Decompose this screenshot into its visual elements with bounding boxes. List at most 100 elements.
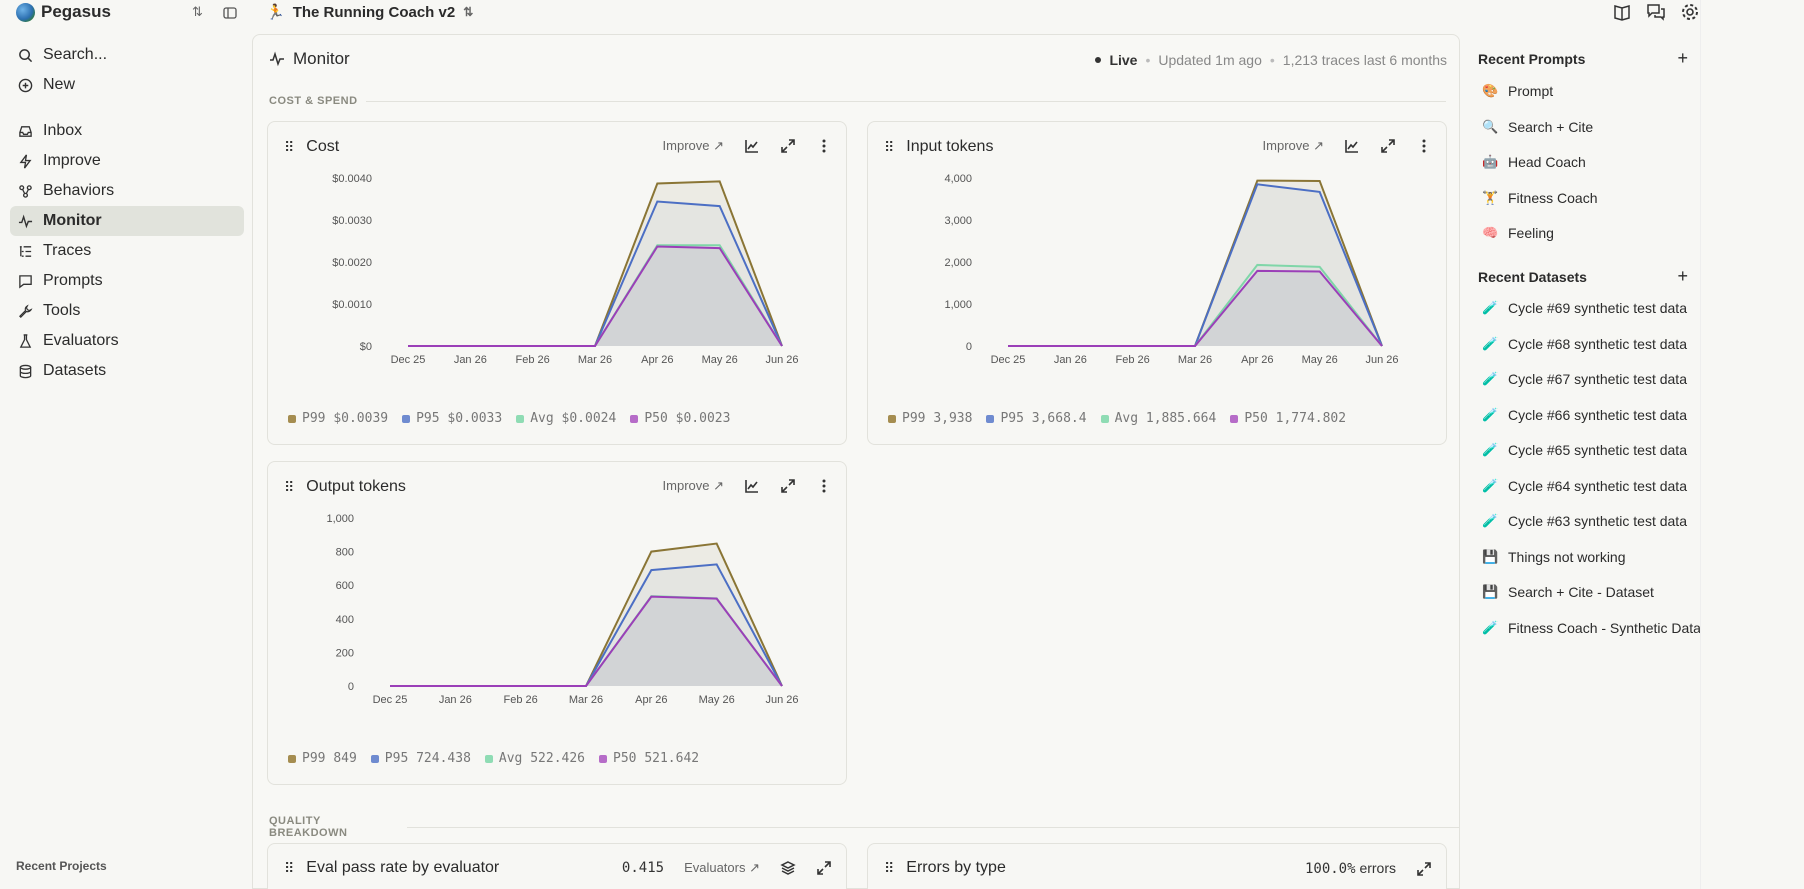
- y-tick-label: 0: [348, 681, 354, 693]
- legend-item[interactable]: Avg 1,885.664: [1100, 411, 1216, 426]
- live-dot-icon: [1095, 57, 1102, 63]
- sidebar-item-improve[interactable]: Improve: [10, 146, 244, 176]
- item-label: Head Coach: [1508, 154, 1586, 170]
- book-icon[interactable]: [1612, 2, 1632, 22]
- chevron-up-down-icon[interactable]: ⇅: [463, 5, 474, 19]
- recent-dataset-item[interactable]: 🧪 Cycle #65 synthetic test data: [1482, 442, 1687, 458]
- y-tick-label: 800: [336, 547, 354, 559]
- sidebar-item-new[interactable]: New: [10, 70, 244, 100]
- series-line-p50[interactable]: [408, 245, 783, 347]
- item-emoji-icon: 🧪: [1482, 619, 1499, 635]
- item-emoji-icon: 💾: [1482, 548, 1499, 564]
- legend-item[interactable]: P95 $0.0033: [402, 411, 502, 426]
- sidebar-item-evaluators[interactable]: Evaluators: [10, 326, 244, 356]
- drag-handle-icon[interactable]: ⠿: [884, 138, 894, 155]
- recent-dataset-item[interactable]: 🧪 Cycle #64 synthetic test data: [1482, 478, 1687, 494]
- improve-link[interactable]: Improve ↗: [662, 138, 724, 153]
- drag-handle-icon[interactable]: ⠿: [284, 859, 294, 876]
- chart-type-icon[interactable]: [744, 478, 760, 494]
- legend-item[interactable]: P99 849: [288, 751, 357, 766]
- live-badge: Live: [1109, 52, 1138, 68]
- x-tick-label: May 26: [699, 694, 735, 706]
- messages-icon[interactable]: [1646, 2, 1666, 22]
- series-line-p50[interactable]: [1008, 269, 1383, 347]
- recent-dataset-item[interactable]: 💾 Things not working: [1482, 549, 1626, 565]
- improve-link[interactable]: Improve ↗: [662, 478, 724, 493]
- y-tick-label: 1,000: [944, 299, 972, 311]
- legend-item[interactable]: P50 1,774.802: [1230, 411, 1346, 426]
- recent-dataset-item[interactable]: 🧪 Cycle #66 synthetic test data: [1482, 407, 1687, 423]
- legend-item[interactable]: P95 724.438: [370, 751, 471, 766]
- recent-dataset-item[interactable]: 💾 Search + Cite - Dataset: [1482, 584, 1654, 600]
- recent-dataset-item[interactable]: 🧪 Cycle #68 synthetic test data: [1482, 336, 1687, 352]
- sidebar-item-label: Inbox: [43, 122, 83, 139]
- sidebar-item-tools[interactable]: Tools: [10, 296, 244, 326]
- item-label: Cycle #69 synthetic test data: [1508, 300, 1687, 316]
- add-dataset-plus-icon[interactable]: +: [1677, 266, 1688, 286]
- recent-prompts-title: Recent Prompts: [1478, 51, 1586, 67]
- workspace-switcher[interactable]: Pegasus: [16, 2, 111, 22]
- sidebar-item-label: Behaviors: [43, 182, 115, 199]
- legend-item[interactable]: P99 3,938: [888, 411, 972, 426]
- sidebar-item-monitor[interactable]: Monitor: [10, 206, 244, 236]
- y-tick-label: $0.0040: [332, 173, 372, 185]
- sidebar-item-behaviors[interactable]: Behaviors: [10, 176, 244, 206]
- expand-icon[interactable]: [1380, 138, 1396, 154]
- chart-legend: P99 3,938 P95 3,668.4 Avg 1,885.664 P50 …: [888, 411, 1346, 426]
- card-title: Eval pass rate by evaluator: [306, 859, 500, 876]
- recent-prompt-item[interactable]: 🎨 Prompt: [1482, 83, 1553, 99]
- sidebar-item-search[interactable]: Search...: [10, 40, 244, 70]
- recent-prompt-item[interactable]: 🤖 Head Coach: [1482, 154, 1586, 170]
- item-emoji-icon: 🧪: [1482, 300, 1499, 315]
- chart-type-icon[interactable]: [744, 138, 760, 154]
- expand-icon[interactable]: [1416, 861, 1432, 877]
- workspace-logo-icon: [16, 2, 35, 22]
- add-prompt-plus-icon[interactable]: +: [1677, 48, 1688, 68]
- legend-item[interactable]: Avg $0.0024: [516, 411, 616, 426]
- expand-icon[interactable]: [780, 478, 796, 494]
- recent-prompt-item[interactable]: 🏋 Fitness Coach: [1482, 190, 1597, 206]
- sidebar-item-prompts[interactable]: Prompts: [10, 266, 244, 296]
- more-vertical-icon[interactable]: [1416, 138, 1432, 154]
- legend-item[interactable]: P50 521.642: [599, 751, 699, 766]
- nodes-icon: [19, 184, 32, 198]
- recent-dataset-item[interactable]: 🧪 Cycle #67 synthetic test data: [1482, 371, 1687, 387]
- chevron-up-down-icon[interactable]: ⇅: [192, 4, 203, 19]
- workspace-name: Pegasus: [41, 2, 111, 21]
- legend-item[interactable]: P99 $0.0039: [288, 411, 388, 426]
- expand-icon[interactable]: [780, 138, 796, 154]
- sidebar-item-datasets[interactable]: Datasets: [10, 356, 244, 386]
- x-tick-label: Jun 26: [765, 694, 798, 706]
- errors-by-type-card: ⠿ Errors by type 100.0% errors: [867, 843, 1447, 889]
- recent-dataset-item[interactable]: 🧪 Cycle #63 synthetic test data: [1482, 513, 1687, 529]
- status-bar: Live • Updated 1m ago • 1,213 traces las…: [1095, 52, 1447, 68]
- sidebar-item-inbox[interactable]: Inbox: [10, 116, 244, 146]
- drag-handle-icon[interactable]: ⠿: [284, 478, 294, 495]
- chart-type-icon[interactable]: [1344, 138, 1360, 154]
- item-emoji-icon: 💾: [1482, 584, 1499, 599]
- settings-gear-icon[interactable]: [1680, 2, 1700, 22]
- drag-handle-icon[interactable]: ⠿: [884, 859, 894, 876]
- legend-item[interactable]: P50 $0.0023: [630, 411, 730, 426]
- recent-prompt-item[interactable]: 🧠 Feeling: [1482, 225, 1554, 241]
- layers-icon[interactable]: [780, 860, 796, 876]
- recent-prompt-item[interactable]: 🔍 Search + Cite: [1482, 119, 1593, 135]
- recent-dataset-item[interactable]: 🧪 Cycle #69 synthetic test data: [1482, 300, 1687, 316]
- expand-icon[interactable]: [816, 860, 832, 876]
- sidebar-item-traces[interactable]: Traces: [10, 236, 244, 266]
- series-line-p50[interactable]: [390, 595, 783, 687]
- drag-handle-icon[interactable]: ⠿: [284, 138, 294, 155]
- project-switcher[interactable]: 🏃 The Running Coach v2 ⇅: [266, 3, 474, 22]
- more-vertical-icon[interactable]: [816, 478, 832, 494]
- x-tick-label: Jan 26: [454, 354, 487, 366]
- item-emoji-icon: 🔍: [1482, 118, 1499, 134]
- recent-projects-label[interactable]: Recent Projects: [16, 859, 107, 873]
- sidebar-toggle-icon[interactable]: [223, 6, 237, 20]
- legend-item[interactable]: P95 3,668.4: [986, 411, 1087, 426]
- improve-link[interactable]: Improve ↗: [1262, 138, 1324, 153]
- errors-value: 100.0%: [1304, 861, 1356, 877]
- evaluators-link[interactable]: Evaluators ↗: [684, 860, 760, 875]
- legend-item[interactable]: Avg 522.426: [484, 751, 585, 766]
- series-area-p50: [1008, 270, 1382, 346]
- more-vertical-icon[interactable]: [816, 138, 832, 154]
